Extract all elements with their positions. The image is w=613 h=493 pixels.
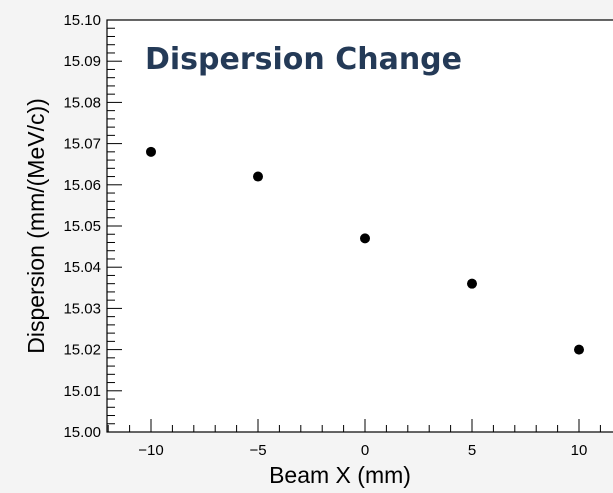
- y-tick-label: 15.00: [63, 424, 101, 441]
- chart-title: Dispersion Change: [145, 42, 462, 77]
- data-point: [360, 233, 370, 244]
- y-tick-label: 15.10: [63, 12, 101, 29]
- y-tick-label: 15.05: [63, 218, 101, 235]
- data-point: [574, 344, 584, 355]
- data-point: [253, 171, 263, 182]
- x-tick-label: 10: [571, 442, 588, 459]
- x-axis-title: Beam X (mm): [269, 462, 411, 488]
- y-tick-label: 15.03: [63, 300, 101, 317]
- y-tick-label: 15.06: [63, 177, 101, 194]
- data-point: [467, 278, 477, 289]
- data-points: [146, 146, 584, 355]
- y-tick-label: 15.09: [63, 53, 101, 70]
- y-axis: 15.00 15.01 15.02 15.03 15.04 15.05 15.06 15.07…: [63, 12, 122, 441]
- y-tick-label: 15.02: [63, 342, 101, 359]
- x-tick-label: −5: [249, 442, 266, 459]
- data-point: [146, 146, 156, 157]
- y-axis-title: Dispersion (mm/(MeV/c)): [23, 98, 49, 354]
- x-axis: −10 −5 0 5 10: [138, 419, 587, 459]
- x-tick-label: 0: [361, 442, 369, 459]
- plot-area: [106, 19, 613, 433]
- y-tick-label: 15.04: [63, 259, 101, 276]
- y-tick-label: 15.07: [63, 136, 101, 153]
- x-tick-label: −10: [138, 442, 163, 459]
- x-tick-label: 5: [468, 442, 476, 459]
- y-tick-label: 15.01: [63, 383, 101, 400]
- y-tick-label: 15.08: [63, 94, 101, 111]
- minor-ticks: [107, 27, 601, 432]
